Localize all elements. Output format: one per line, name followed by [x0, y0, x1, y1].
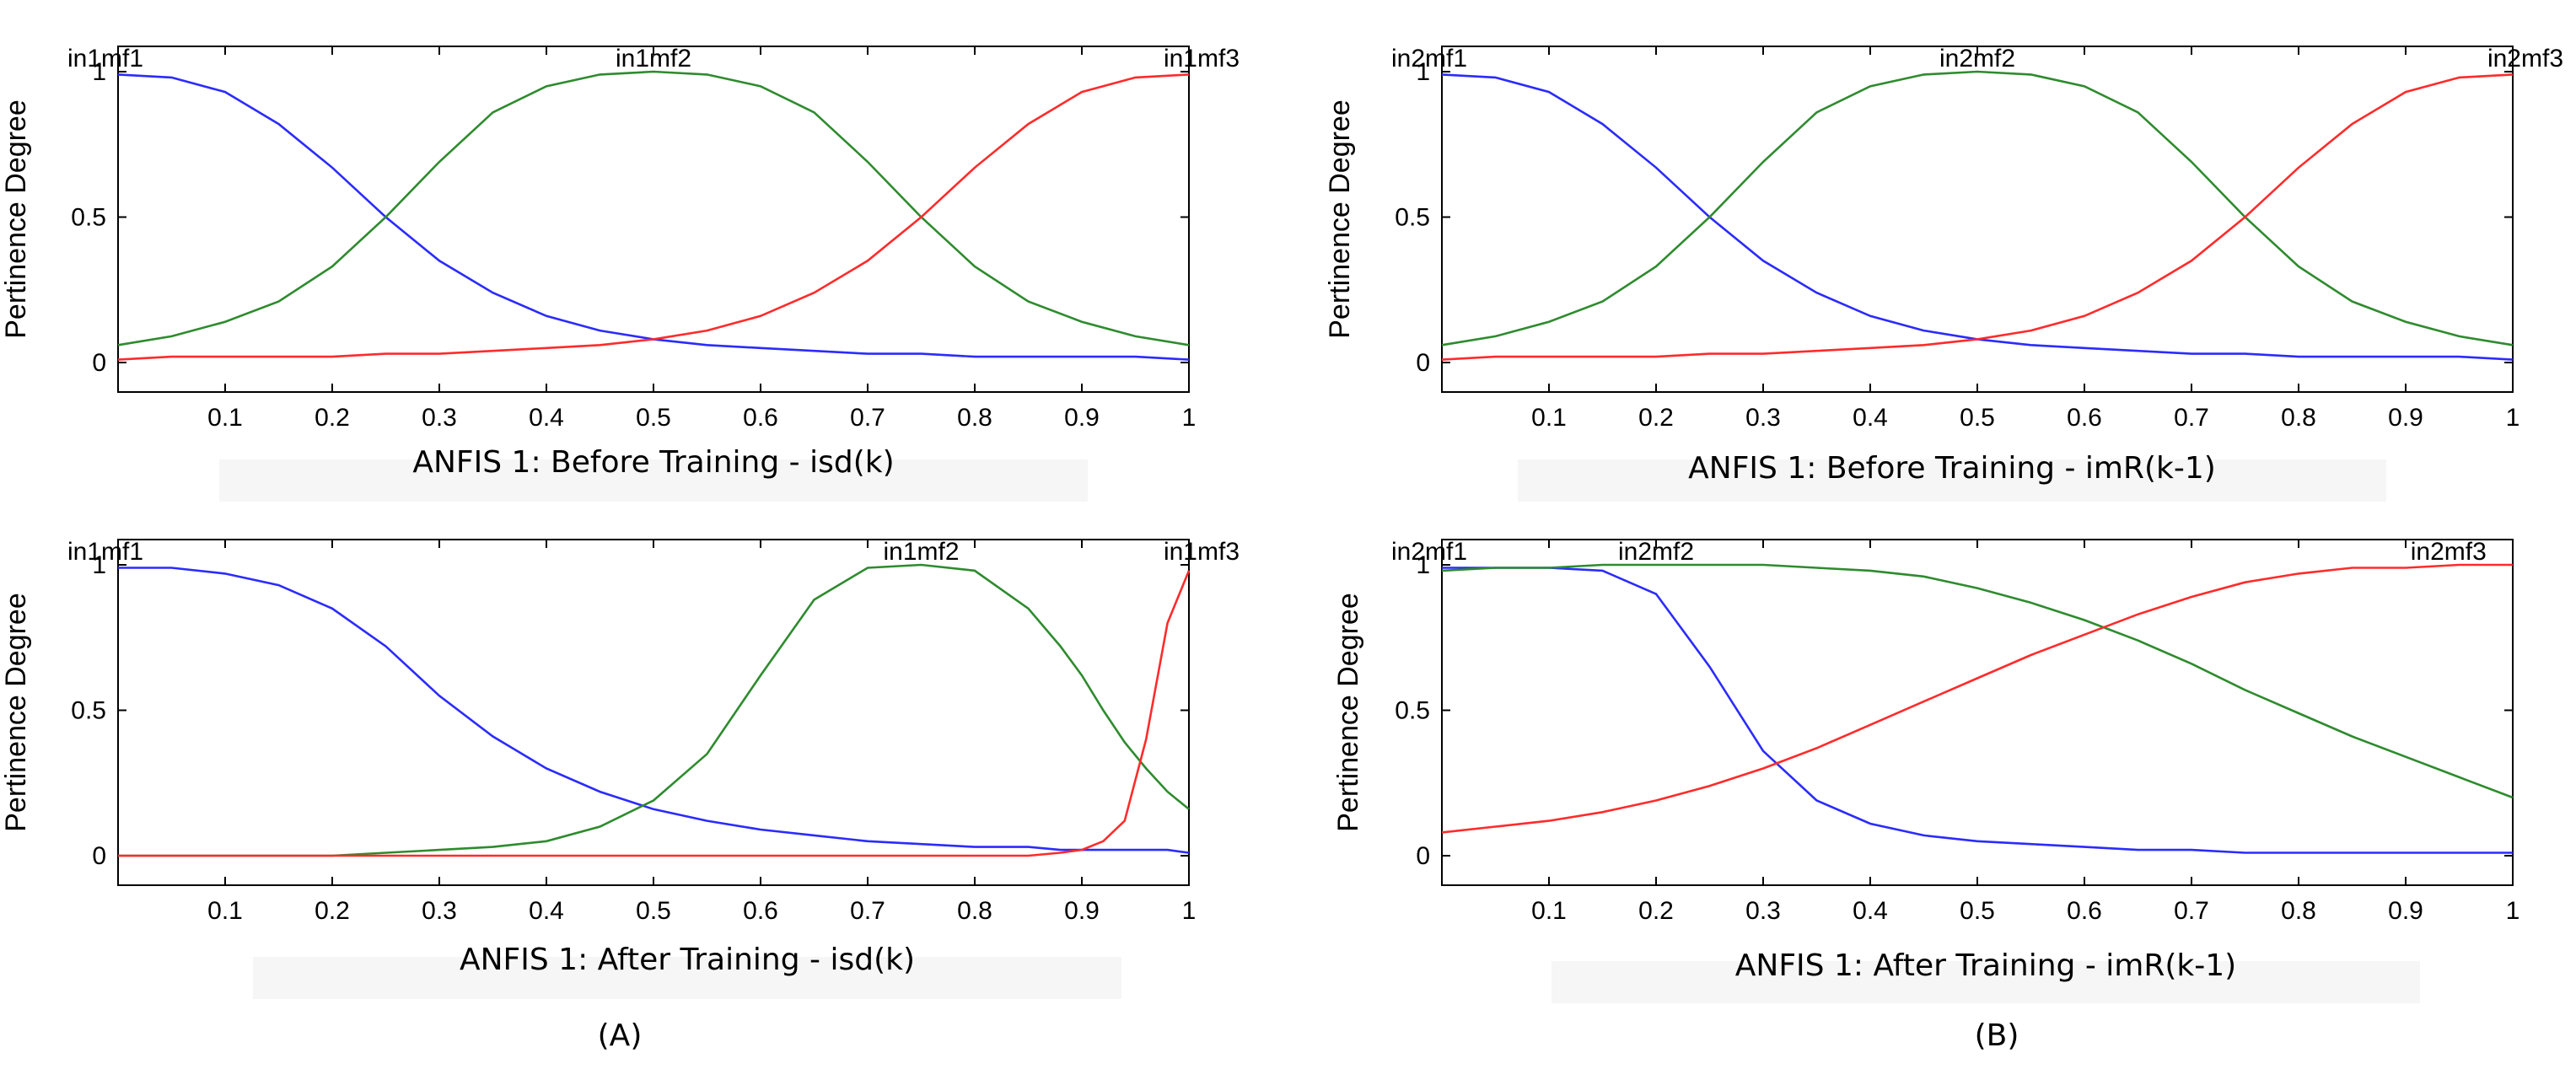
x-tick-label: 0.4: [529, 897, 564, 925]
series-line-in1mf3: [118, 570, 1191, 857]
mf-label-in1mf1: in1mf1: [67, 45, 143, 73]
x-tick-label: 0.8: [957, 404, 992, 432]
x-tick-label: 0.1: [1531, 404, 1567, 432]
x-tick-label: 0.9: [2388, 897, 2423, 925]
y-tick-label: 0.5: [71, 204, 106, 232]
caption-band: [253, 957, 1121, 999]
mf-label-in1mf1: in1mf1: [67, 538, 143, 566]
x-tick-label: 0.2: [315, 404, 350, 432]
x-tick-label: 0.8: [2281, 404, 2316, 432]
mf-label-in2mf3: in2mf3: [2411, 538, 2487, 566]
mf-label-in2mf2: in2mf2: [1939, 45, 2015, 73]
y-tick-label: 0.5: [1395, 204, 1430, 232]
x-tick-label: 0.7: [2174, 404, 2209, 432]
series-line-in2mf1: [1442, 567, 2513, 854]
x-tick-label: 0.6: [2067, 897, 2102, 925]
panel-label-a: (A): [598, 1018, 643, 1053]
y-tick-label: 0.5: [1395, 697, 1430, 725]
x-tick-label: 0.7: [2174, 897, 2209, 925]
caption-band: [219, 459, 1088, 502]
plot-panel-3: 0.1 0.2 0.3 0.4 0.5 0.6 0.7 0.8 0.9 1 0 0.5 1 Pertine…: [0, 538, 1240, 999]
series-line-in2mf3: [1441, 563, 2513, 834]
x-tick-label: 0.1: [207, 897, 243, 925]
y-tick-label: 0: [1416, 349, 1430, 377]
panel-label-b: (B): [1975, 1018, 2019, 1053]
x-tick-label: 0.4: [1853, 404, 1888, 432]
y-tick-label: 0.5: [71, 697, 106, 725]
x-tick-label: 1: [2506, 897, 2520, 925]
series-line-in2mf3: [1441, 73, 2514, 361]
x-tick-label: 0.5: [1960, 897, 1995, 925]
plot-frame: [117, 46, 1190, 393]
x-tick-label: 0.2: [1638, 404, 1674, 432]
x-tick-label: 0.3: [1745, 404, 1781, 432]
x-tick-label: 0.1: [207, 404, 243, 432]
y-tick-label: 1: [92, 551, 106, 579]
mf-label-in1mf3: in1mf3: [1164, 538, 1240, 566]
plot-frame: [1441, 539, 2514, 886]
x-tick-label: 0.7: [850, 404, 885, 432]
x-tick-label: 1: [1182, 404, 1197, 432]
plot-panel-2: 0.1 0.2 0.3 0.4 0.5 0.6 0.7 0.8 0.9 1 0 0.5 1 Pertine…: [1324, 45, 2563, 502]
series-line-in2mf2: [1441, 70, 2514, 346]
x-tick-label: 0.4: [1853, 897, 1888, 925]
series-line-in1mf2: [117, 70, 1190, 346]
y-axis-label: Pertinence Degree: [1324, 99, 1356, 339]
mf-label-in2mf3: in2mf3: [2487, 45, 2563, 73]
x-tick-label: 0.4: [529, 404, 564, 432]
y-axis-label: Pertinence Degree: [1332, 593, 1364, 832]
caption-band: [1552, 961, 2420, 1003]
y-tick-label: 0: [1416, 842, 1430, 870]
plot-title: ANFIS 1: After Training - imR(k-1): [1735, 948, 2236, 983]
y-tick-label: 1: [1416, 551, 1430, 579]
x-tick-label: 0.9: [1064, 404, 1100, 432]
x-tick-label: 0.7: [850, 897, 885, 925]
x-tick-label: 0.2: [1638, 897, 1674, 925]
mf-label-in1mf3: in1mf3: [1164, 45, 1240, 73]
series-line-in1mf3: [117, 73, 1190, 361]
x-tick-label: 0.9: [2388, 404, 2423, 432]
plot-title: ANFIS 1: Before Training - imR(k-1): [1688, 451, 2216, 486]
x-tick-label: 0.3: [422, 897, 457, 925]
x-tick-label: 0.2: [315, 897, 350, 925]
plot-panel-1: 0.1 0.2 0.3 0.4 0.5 0.6 0.7 0.8 0.9 1 0 0.5 1 Pertine…: [0, 45, 1240, 502]
x-tick-label: 0.5: [1960, 404, 1995, 432]
mf-label-in1mf2: in1mf2: [883, 538, 959, 566]
caption-band: [1518, 459, 2386, 502]
mf-label-in2mf1: in2mf1: [1391, 45, 1467, 73]
series-line-in1mf1: [118, 567, 1190, 854]
series-line-in2mf2: [1441, 563, 2514, 799]
x-tick-label: 0.6: [2067, 404, 2102, 432]
mf-label-in2mf2: in2mf2: [1618, 538, 1694, 566]
x-tick-label: 0.1: [1531, 897, 1567, 925]
plot-panel-4: 0.1 0.2 0.3 0.4 0.5 0.6 0.7 0.8 0.9 1 0 0.5 1 Pertine…: [1332, 538, 2520, 1003]
x-tick-label: 0.8: [957, 897, 992, 925]
x-tick-label: 1: [2506, 404, 2520, 432]
x-tick-label: 0.6: [743, 404, 778, 432]
x-tick-label: 1: [1182, 897, 1197, 925]
mf-label-in1mf2: in1mf2: [616, 45, 691, 73]
x-tick-label: 0.5: [636, 897, 671, 925]
y-axis-label: Pertinence Degree: [0, 593, 32, 832]
plot-frame: [1441, 46, 2514, 393]
x-tick-label: 0.6: [743, 897, 778, 925]
plot-title: ANFIS 1: Before Training - isd(k): [412, 445, 894, 480]
mf-label-in2mf1: in2mf1: [1391, 538, 1467, 566]
y-axis-label: Pertinence Degree: [0, 99, 32, 339]
x-tick-label: 0.9: [1064, 897, 1100, 925]
y-tick-label: 0: [92, 842, 106, 870]
x-tick-label: 0.3: [422, 404, 457, 432]
y-tick-label: 1: [92, 58, 106, 86]
plot-frame: [117, 539, 1190, 886]
plot-title: ANFIS 1: After Training - isd(k): [460, 943, 915, 977]
y-tick-label: 0: [92, 349, 106, 377]
x-tick-label: 0.5: [636, 404, 671, 432]
x-tick-label: 0.3: [1745, 897, 1781, 925]
x-tick-label: 0.8: [2281, 897, 2316, 925]
y-tick-label: 1: [1416, 58, 1430, 86]
